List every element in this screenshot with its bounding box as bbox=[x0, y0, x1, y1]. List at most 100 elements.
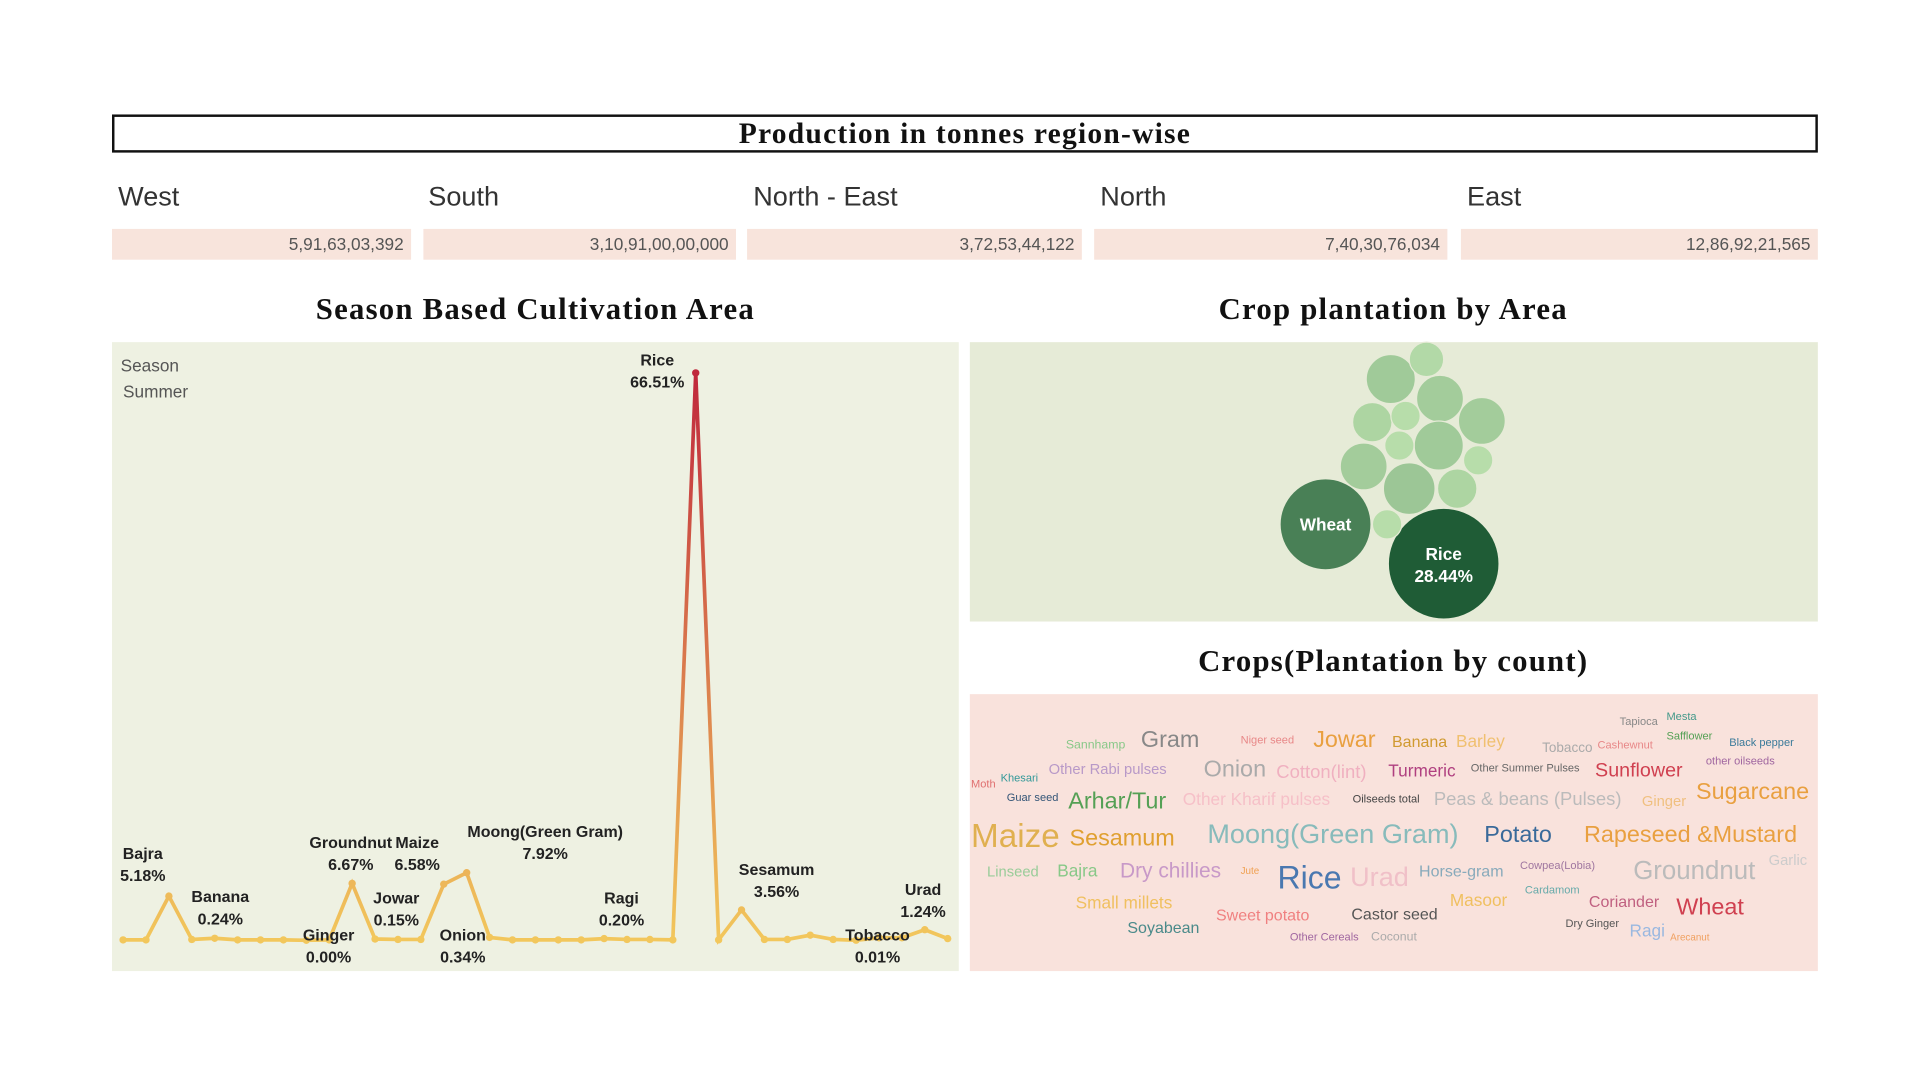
line-point bbox=[669, 936, 677, 944]
data-label-value: 0.01% bbox=[855, 949, 900, 966]
data-label-name: Ragi bbox=[604, 890, 639, 907]
data-label-name: Urad bbox=[905, 882, 941, 899]
line-point bbox=[692, 369, 700, 377]
line-panel bbox=[112, 342, 959, 972]
data-label-value: 7.92% bbox=[523, 846, 568, 863]
bubble bbox=[1371, 509, 1403, 540]
word: Arhar/Tur bbox=[1068, 788, 1166, 814]
data-label-name: Onion bbox=[440, 927, 486, 944]
word: Masoor bbox=[1450, 890, 1508, 910]
line-point bbox=[921, 926, 929, 934]
data-label-name: Bajra bbox=[123, 846, 163, 863]
filter-value[interactable]: Summer bbox=[123, 382, 188, 402]
region-value-box bbox=[1094, 228, 1448, 260]
bubble-value: 28.44% bbox=[1414, 566, 1472, 586]
bubble-title: Crop plantation by Area bbox=[1219, 292, 1568, 326]
bubble bbox=[1365, 353, 1416, 405]
word: Dry chillies bbox=[1120, 860, 1221, 883]
word: Cowpea(Lobia) bbox=[1520, 860, 1595, 872]
region-name: West bbox=[118, 181, 180, 212]
wordcloud-panel bbox=[969, 694, 1818, 972]
region-value: 5,91,63,03,392 bbox=[289, 234, 404, 254]
word: Khesari bbox=[1001, 773, 1039, 785]
line-point bbox=[646, 935, 654, 944]
line-point bbox=[302, 936, 311, 944]
data-label-name: Ginger bbox=[303, 927, 355, 944]
line-point bbox=[211, 934, 219, 942]
word: Ginger bbox=[1642, 794, 1686, 810]
line-point bbox=[417, 935, 425, 944]
word: Moong(Green Gram) bbox=[1207, 818, 1458, 849]
data-label-value: 0.34% bbox=[440, 949, 485, 966]
line-point bbox=[783, 935, 792, 944]
word: Maize bbox=[971, 818, 1060, 855]
word: Turmeric bbox=[1388, 761, 1456, 781]
line-point bbox=[714, 936, 723, 944]
data-label-name: Tobacco bbox=[845, 927, 910, 944]
word: Urad bbox=[1350, 861, 1409, 892]
data-label-value: 0.15% bbox=[374, 913, 419, 930]
word: Sweet potato bbox=[1216, 908, 1310, 925]
data-label-name: Banana bbox=[191, 889, 249, 906]
word: Groundnut bbox=[1633, 857, 1755, 885]
data-label-name: Maize bbox=[395, 835, 439, 852]
region-value-box bbox=[747, 228, 1082, 260]
region-name: East bbox=[1467, 181, 1522, 212]
bubble bbox=[1413, 420, 1464, 471]
data-label-value: 5.18% bbox=[120, 868, 165, 885]
line-point bbox=[348, 879, 356, 888]
word: Other Rabi pulses bbox=[1049, 762, 1167, 778]
line-point bbox=[531, 936, 540, 944]
line-point bbox=[142, 936, 150, 944]
data-label-value: 3.56% bbox=[754, 884, 799, 901]
data-label-value: 6.67% bbox=[328, 857, 373, 874]
data-label-value: 0.20% bbox=[599, 913, 644, 930]
bubble bbox=[1390, 400, 1421, 432]
line-point bbox=[760, 935, 769, 944]
line-point bbox=[875, 934, 883, 942]
data-label-name: Jowar bbox=[373, 890, 419, 907]
word: Other Kharif pulses bbox=[1183, 789, 1330, 809]
word: Gram bbox=[1141, 726, 1199, 752]
word: Moth bbox=[971, 779, 996, 791]
line-point bbox=[462, 869, 471, 877]
word: Coriander bbox=[1589, 894, 1660, 911]
line-point bbox=[485, 933, 494, 942]
word: Cardamom bbox=[1525, 885, 1580, 897]
line-point bbox=[119, 936, 127, 944]
line-point bbox=[554, 936, 562, 944]
line-point bbox=[600, 934, 608, 943]
word: Sesamum bbox=[1070, 825, 1175, 851]
dashboard-title: Production in tonnes region-wise bbox=[739, 118, 1191, 150]
word: Arecanut bbox=[1670, 932, 1710, 943]
word: other oilseeds bbox=[1706, 755, 1775, 767]
word: Garlic bbox=[1769, 853, 1808, 869]
data-label-value: 66.51% bbox=[630, 375, 684, 392]
line-point bbox=[279, 936, 288, 944]
bubble bbox=[1408, 341, 1445, 378]
bubble bbox=[1462, 445, 1494, 476]
word: Horse-gram bbox=[1419, 863, 1503, 880]
data-label-value: 6.58% bbox=[395, 857, 440, 874]
word: Jowar bbox=[1313, 726, 1376, 752]
line-point bbox=[188, 935, 196, 944]
line-point bbox=[165, 892, 173, 900]
word: Sunflower bbox=[1595, 760, 1683, 782]
word: Black pepper bbox=[1729, 737, 1794, 749]
region-value: 12,86,92,21,565 bbox=[1686, 234, 1810, 254]
word: Banana bbox=[1392, 734, 1447, 751]
word: Wheat bbox=[1676, 893, 1744, 919]
data-label-name: Moong(Green Gram) bbox=[467, 824, 623, 841]
word: Dry Ginger bbox=[1566, 918, 1620, 930]
word: Small millets bbox=[1076, 892, 1173, 912]
data-label-name: Groundnut bbox=[309, 835, 392, 852]
word: Ragi bbox=[1630, 921, 1665, 941]
region-value: 7,40,30,76,034 bbox=[1325, 234, 1440, 254]
data-label-value: 1.24% bbox=[900, 904, 945, 921]
word: Cotton(lint) bbox=[1276, 761, 1366, 782]
word: Castor seed bbox=[1351, 906, 1437, 923]
line-point bbox=[325, 936, 333, 944]
word: Sugarcane bbox=[1696, 778, 1809, 804]
word: Other Cereals bbox=[1290, 931, 1359, 943]
